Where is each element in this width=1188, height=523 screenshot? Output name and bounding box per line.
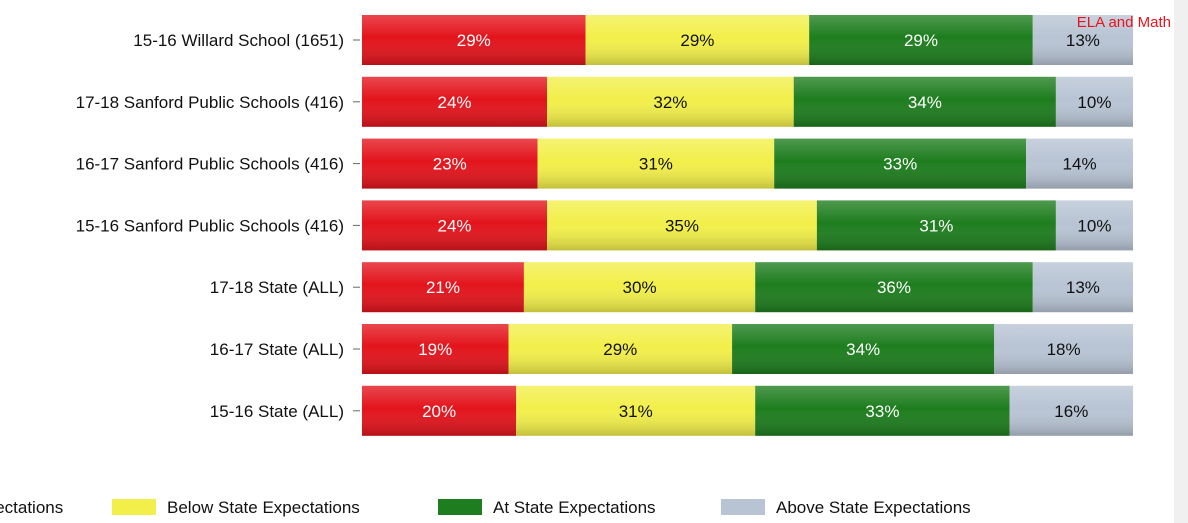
bar-segment-shading (508, 324, 733, 374)
bar-segment-shading (793, 76, 1056, 127)
bar-value-label: 18% (1047, 340, 1081, 359)
category-label: 17-18 Sanford Public Schools (416) (76, 93, 344, 112)
bar-value-label: 16% (1054, 402, 1088, 421)
bar-segment-shading (362, 138, 538, 189)
bar-value-label: 21% (426, 278, 460, 297)
bar-value-label: 29% (904, 31, 938, 50)
bar-segment-shading (755, 262, 1033, 313)
bar-segment-shading (362, 385, 517, 436)
scrollbar-track[interactable] (1174, 0, 1188, 523)
legend-swatch (438, 499, 482, 515)
legend-label: Well Below State Expectations (0, 498, 63, 517)
bar-segment-shading (362, 15, 586, 65)
bar-value-label: 29% (603, 340, 637, 359)
category-label: 15-16 Sanford Public Schools (416) (76, 216, 344, 235)
legend-label: Above State Expectations (776, 498, 971, 517)
bar-segment-shading (994, 324, 1133, 374)
bar-segment-shading (547, 76, 794, 127)
bar-value-label: 14% (1063, 155, 1097, 174)
bar-value-label: 10% (1077, 93, 1111, 112)
bar-value-label: 24% (438, 93, 472, 112)
bar-segment-shading (755, 385, 1010, 436)
bar-segment-shading (1055, 76, 1133, 127)
bar-value-label: 13% (1066, 278, 1100, 297)
bar-value-label: 29% (457, 31, 491, 50)
bar-segment-shading (774, 138, 1027, 189)
bar-segment-shading (362, 262, 524, 313)
bar-segment-shading (362, 76, 548, 127)
bar-segment-shading (585, 15, 810, 65)
legend-label: Below State Expectations (167, 498, 360, 517)
bar-segment-shading (516, 385, 756, 436)
bar-value-label: 30% (623, 278, 657, 297)
bar-segment-shading (362, 324, 509, 374)
bar-segment-shading (809, 15, 1033, 65)
bar-value-label: 32% (653, 93, 687, 112)
bar-value-label: 31% (639, 155, 673, 174)
bar-segment-shading (1032, 15, 1133, 65)
bar-segment-shading (362, 200, 548, 251)
legend-swatch (112, 499, 156, 515)
category-label: 15-16 Willard School (1651) (133, 31, 344, 50)
bar-segment-shading (816, 200, 1056, 251)
bar-value-label: 34% (908, 93, 942, 112)
bar-segment-shading (1026, 138, 1133, 189)
bar-value-label: 35% (665, 216, 699, 235)
bar-segment-shading (523, 262, 756, 313)
legend-swatch (721, 499, 765, 515)
bar-segment-shading (537, 138, 775, 189)
bar-segment-shading (1032, 262, 1133, 313)
legend-label: At State Expectations (493, 498, 656, 517)
category-label: 17-18 State (ALL) (210, 278, 344, 297)
bar-value-label: 29% (680, 31, 714, 50)
bar-value-label: 36% (877, 278, 911, 297)
bar-value-label: 24% (438, 216, 472, 235)
bar-value-label: 19% (418, 340, 452, 359)
bars-layer: 15-16 Willard School (1651) 29% 29% 29% 13% 1… (76, 15, 1133, 436)
bar-value-label: 33% (865, 402, 899, 421)
bar-value-label: 10% (1077, 216, 1111, 235)
bar-segment-shading (547, 200, 817, 251)
bar-value-label: 31% (619, 402, 653, 421)
bar-segment-shading (1055, 200, 1133, 251)
bar-value-label: 34% (846, 340, 880, 359)
bar-value-label: 33% (883, 155, 917, 174)
bar-segment-shading (1009, 385, 1133, 436)
legend: Well Below State Expectations Below State… (0, 498, 971, 517)
category-label: 16-17 State (ALL) (210, 340, 344, 359)
bar-value-label: 23% (433, 155, 467, 174)
category-label: 16-17 Sanford Public Schools (416) (76, 155, 344, 174)
bar-value-label: 31% (919, 216, 953, 235)
bar-segment-shading (732, 324, 995, 374)
bar-value-label: 13% (1066, 31, 1100, 50)
bar-value-label: 20% (422, 402, 456, 421)
category-label: 15-16 State (ALL) (210, 402, 344, 421)
chart-annotation: ELA and Math (1077, 14, 1171, 31)
